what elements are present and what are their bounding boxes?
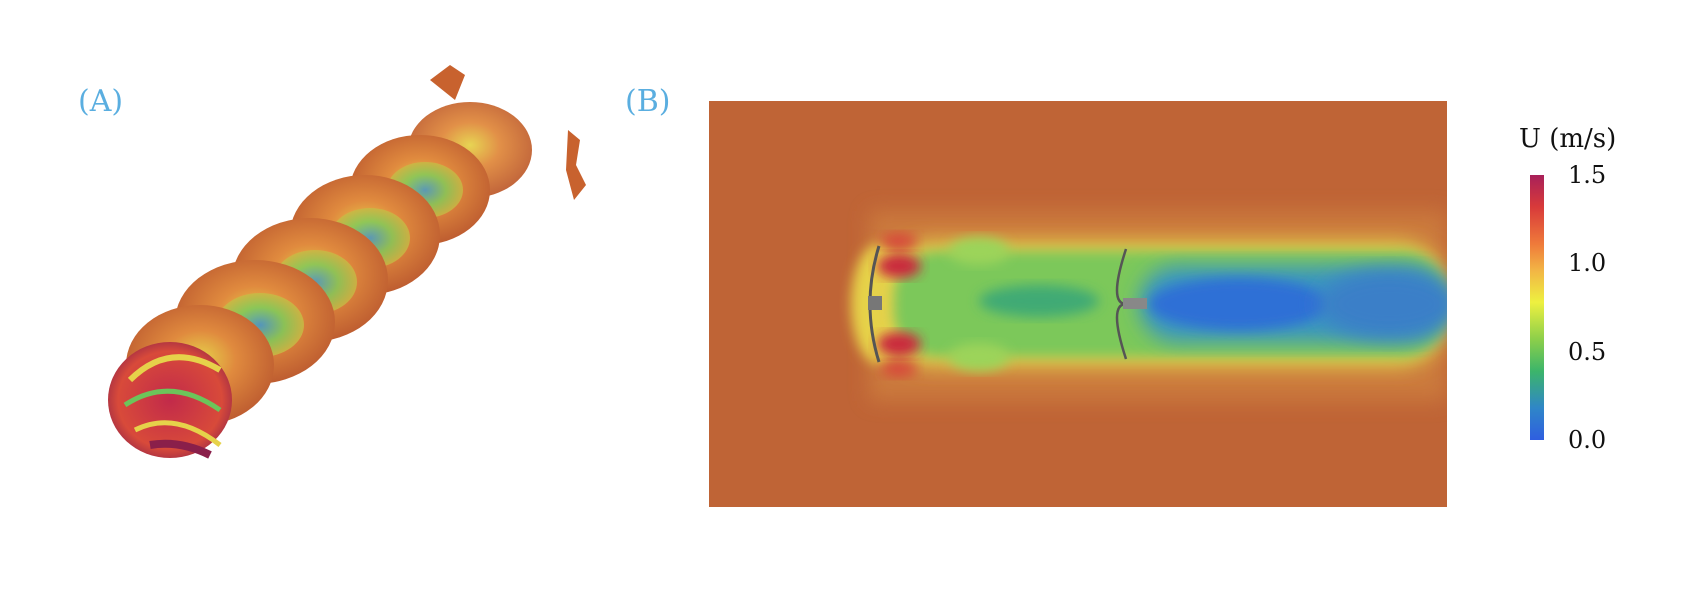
colorbar [1530,175,1544,440]
vortex-tube [108,65,586,459]
panel-b-label: (B) [625,84,671,119]
colorbar-tick: 0.5 [1568,338,1607,366]
wake-region [851,237,1447,371]
colorbar-tick: 1.0 [1568,249,1607,277]
colorbar-unit: (m/s) [1549,124,1617,154]
colorbar-tick: 0.0 [1568,426,1607,454]
tip-vortices [877,233,921,377]
panel-a-label: (A) [78,84,124,119]
colorbar-tick: 1.5 [1568,161,1607,189]
colorbar-title: U (m/s) [1519,124,1616,154]
vortex-isosurface-image [108,65,586,459]
velocity-slice-image [709,101,1447,507]
colorbar-symbol: U [1519,124,1541,154]
